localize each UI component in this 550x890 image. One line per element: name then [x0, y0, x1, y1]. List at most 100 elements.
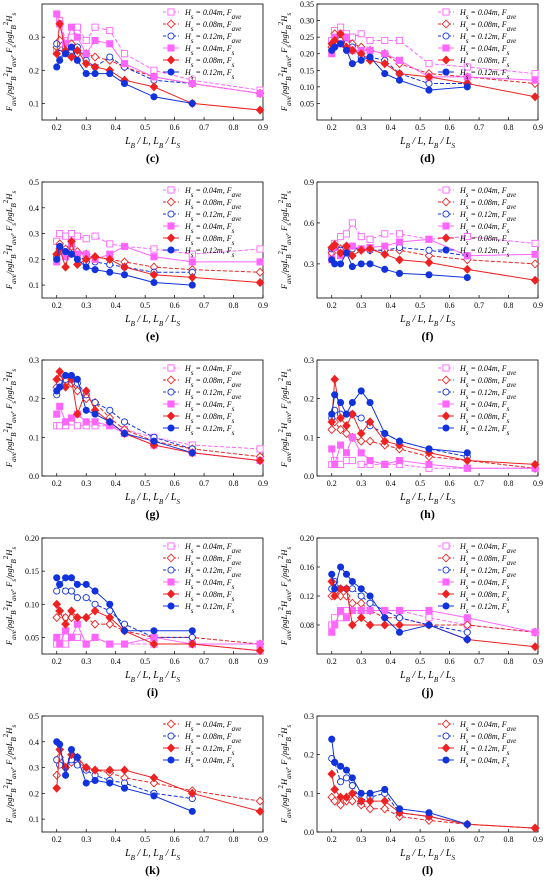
legend-entry: Hs = 0.12m, Fave — [184, 566, 241, 579]
data-point — [348, 251, 357, 261]
data-point — [61, 262, 70, 272]
data-point — [395, 620, 404, 630]
data-point — [348, 577, 356, 586]
data-point — [365, 796, 375, 806]
y-tick-label: 0.1 — [29, 815, 39, 824]
data-point — [380, 620, 390, 630]
x-tick-label: 0.5 — [140, 123, 150, 132]
data-point — [82, 50, 90, 58]
legend-entry: Hs = 0.04m, Fs — [184, 578, 235, 591]
y-tick-label: 0.0 — [304, 472, 314, 481]
legend-entry: Hs = 0.08m, Fave — [184, 554, 241, 567]
data-point — [330, 591, 340, 601]
legend-entry: Hs = 0.04m, Fave — [184, 364, 241, 377]
x-tick-label: 0.9 — [533, 657, 543, 666]
x-tick-label: 0.9 — [258, 479, 268, 488]
series-group — [53, 242, 196, 289]
legend-marker — [442, 186, 450, 194]
legend-entry: Hs = 0.04m, Fave — [184, 720, 241, 733]
data-point — [365, 417, 375, 427]
data-point — [56, 383, 64, 391]
legend-marker — [166, 233, 176, 243]
data-point — [365, 436, 375, 446]
x-tick-label: 0.6 — [170, 301, 180, 310]
legend-marker — [442, 388, 450, 396]
data-point — [531, 76, 539, 84]
data-point — [56, 242, 64, 250]
data-point — [380, 59, 390, 69]
x-tick-label: 0.2 — [52, 835, 62, 844]
data-point — [120, 242, 129, 250]
data-point — [73, 612, 82, 623]
legend-entry: Hs = 0.04m, Fs — [184, 400, 235, 413]
data-point — [348, 45, 357, 55]
legend-entry: Hs = 0.12m, Fs — [184, 424, 235, 437]
data-point — [348, 788, 357, 798]
data-point — [120, 60, 129, 68]
data-point — [53, 10, 61, 18]
data-point — [342, 570, 351, 578]
legend-marker — [167, 68, 175, 76]
series-line — [56, 23, 261, 111]
data-point — [395, 628, 404, 636]
data-point — [62, 418, 70, 426]
legend-marker — [441, 553, 451, 563]
legend-marker — [442, 732, 450, 740]
data-point — [62, 771, 70, 779]
legend-marker — [442, 602, 450, 610]
data-point — [62, 640, 70, 648]
x-axis-title: LB / L, LB / LS — [124, 492, 180, 506]
data-point — [56, 422, 64, 430]
data-point — [365, 620, 375, 630]
x-tick-label: 0.7 — [474, 123, 484, 132]
x-tick-label: 0.3 — [81, 657, 91, 666]
data-point — [425, 809, 433, 817]
legend-entry: Hs = 0.04m, Fave — [184, 542, 241, 555]
series-line — [56, 759, 193, 799]
data-point — [91, 266, 99, 274]
data-point — [90, 765, 100, 775]
y-tick-label: 0.20 — [300, 50, 314, 59]
y-axis-title: Fave/ρgLB2Have, Fs/ρgLB2Hs — [277, 191, 293, 291]
data-point — [366, 46, 374, 54]
x-tick-label: 0.9 — [258, 301, 268, 310]
data-point — [348, 620, 357, 630]
y-tick-label: 0.3 — [29, 764, 39, 773]
data-point — [105, 254, 115, 264]
data-point — [381, 70, 389, 78]
series-group — [328, 735, 471, 828]
legend-entry: Hs = 0.12m, Fave — [184, 32, 241, 45]
legend-entry: Hs = 0.04m, Fs — [459, 578, 510, 591]
data-point — [463, 273, 471, 282]
data-point — [52, 770, 62, 780]
data-point — [105, 612, 115, 623]
data-point — [53, 63, 61, 71]
x-tick-label: 0.9 — [533, 835, 543, 844]
legend-entry: Hs = 0.08m, Fs — [184, 412, 235, 425]
legend-entry: Hs = 0.12m, Fave — [184, 210, 241, 223]
data-point — [425, 235, 433, 243]
data-point — [380, 804, 390, 814]
y-tick-label: 0.10 — [300, 83, 314, 92]
data-point — [90, 252, 100, 262]
x-tick-label: 0.8 — [229, 301, 239, 310]
legend-entry: Hs = 0.04m, Fs — [459, 44, 510, 57]
data-point — [463, 252, 471, 260]
legend-marker — [167, 566, 175, 574]
data-point — [381, 614, 389, 622]
data-point — [342, 410, 351, 418]
data-point — [106, 26, 114, 35]
legend-entry: Hs = 0.12m, Fs — [459, 68, 510, 81]
data-point — [366, 235, 374, 243]
x-tick-label: 0.4 — [111, 123, 121, 132]
data-point — [462, 455, 472, 466]
data-point — [395, 614, 404, 622]
data-point — [530, 459, 540, 469]
y-tick-label: 0.05 — [25, 633, 39, 642]
x-tick-label: 0.5 — [140, 657, 150, 666]
data-point — [342, 449, 351, 457]
data-point — [463, 820, 471, 828]
data-point — [52, 612, 62, 623]
legend-marker — [441, 19, 451, 29]
